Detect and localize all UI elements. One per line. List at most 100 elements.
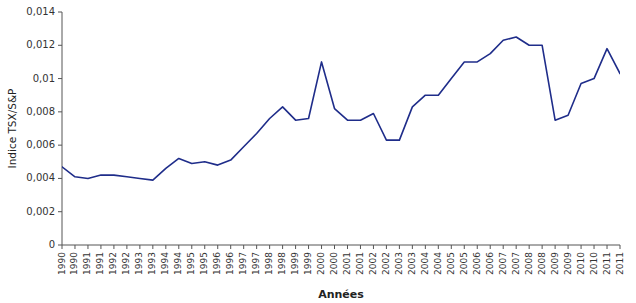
x-tick-label: 1996 xyxy=(225,252,235,275)
x-tick xyxy=(594,245,595,249)
x-tick-label: 1996 xyxy=(212,252,222,275)
x-tick-label: 1999 xyxy=(290,252,300,275)
x-tick xyxy=(295,245,296,249)
y-tick-label: 0,008 xyxy=(26,106,55,117)
x-tick xyxy=(399,245,400,249)
x-tick xyxy=(269,245,270,249)
x-tick xyxy=(282,245,283,249)
x-tick xyxy=(581,245,582,249)
x-tick xyxy=(373,245,374,249)
x-tick xyxy=(152,245,153,249)
x-tick-label: 2005 xyxy=(446,252,456,275)
x-tick xyxy=(139,245,140,249)
y-tick-label: 0,012 xyxy=(26,39,55,50)
x-tick-label: 2000 xyxy=(329,252,339,275)
x-tick-label: 1995 xyxy=(199,252,209,275)
y-tick xyxy=(58,12,62,13)
x-tick-label: 2002 xyxy=(368,252,378,275)
x-tick-label: 1992 xyxy=(108,252,118,275)
y-tick-label: 0,01 xyxy=(33,73,55,84)
y-tick xyxy=(58,245,62,246)
line xyxy=(62,37,620,180)
x-tick xyxy=(334,245,335,249)
x-tick-label: 1998 xyxy=(264,252,274,275)
x-tick-label: 2004 xyxy=(433,252,443,275)
x-tick-label: 2010 xyxy=(576,252,586,275)
x-tick-label: 2008 xyxy=(537,252,547,275)
x-tick-label: 1997 xyxy=(238,252,248,275)
y-axis-title: Indice TSX/S&P xyxy=(6,89,18,169)
x-tick-label: 2007 xyxy=(511,252,521,275)
y-tick xyxy=(58,78,62,79)
x-tick xyxy=(568,245,569,249)
x-tick xyxy=(464,245,465,249)
x-tick xyxy=(477,245,478,249)
x-tick-label: 2009 xyxy=(550,252,560,275)
x-tick xyxy=(490,245,491,249)
x-tick xyxy=(529,245,530,249)
x-axis-title: Années xyxy=(318,288,364,301)
y-tick xyxy=(58,45,62,46)
x-tick-label: 2011 xyxy=(602,252,612,275)
y-tick xyxy=(58,178,62,179)
x-tick-label: 1991 xyxy=(95,252,105,275)
x-tick xyxy=(87,245,88,249)
x-tick xyxy=(360,245,361,249)
y-tick-label: 0,004 xyxy=(26,172,55,183)
x-tick-label: 2009 xyxy=(563,252,573,275)
x-tick xyxy=(386,245,387,249)
x-tick xyxy=(451,245,452,249)
y-tick xyxy=(58,111,62,112)
x-tick xyxy=(165,245,166,249)
x-tick xyxy=(126,245,127,249)
x-tick-label: 1990 xyxy=(69,252,79,275)
x-tick xyxy=(62,245,63,249)
x-tick-label: 1990 xyxy=(57,252,67,275)
x-tick xyxy=(412,245,413,249)
x-tick-label: 2010 xyxy=(589,252,599,275)
x-tick-label: 2004 xyxy=(420,252,430,275)
x-tick-label: 2001 xyxy=(342,252,352,275)
x-tick xyxy=(555,245,556,249)
x-tick-label: 2001 xyxy=(355,252,365,275)
x-tick xyxy=(503,245,504,249)
x-tick-label: 2002 xyxy=(381,252,391,275)
x-tick-label: 1992 xyxy=(121,252,131,275)
x-tick xyxy=(230,245,231,249)
x-tick-label: 1991 xyxy=(82,252,92,275)
x-tick-label: 2008 xyxy=(524,252,534,275)
x-tick-label: 1994 xyxy=(160,252,170,275)
y-tick-label: 0,014 xyxy=(26,6,55,17)
x-tick xyxy=(308,245,309,249)
x-tick-label: 2006 xyxy=(472,252,482,275)
x-tick-label: 2000 xyxy=(316,252,326,275)
x-tick xyxy=(321,245,322,249)
axes: 00,0020,0040,0060,0080,010,0120,01419901… xyxy=(26,6,624,275)
x-tick xyxy=(178,245,179,249)
x-tick-label: 1997 xyxy=(251,252,261,275)
y-axis-line xyxy=(62,12,63,245)
y-tick-label: 0 xyxy=(49,239,55,250)
x-tick xyxy=(620,245,621,249)
x-tick xyxy=(243,245,244,249)
x-tick xyxy=(100,245,101,249)
x-axis-line xyxy=(62,245,620,246)
x-tick-label: 1999 xyxy=(303,252,313,275)
x-tick-label: 2007 xyxy=(498,252,508,275)
x-tick xyxy=(425,245,426,249)
x-tick-label: 1995 xyxy=(186,252,196,275)
x-tick-label: 2003 xyxy=(394,252,404,275)
x-tick xyxy=(607,245,608,249)
x-tick xyxy=(542,245,543,249)
x-tick-label: 1993 xyxy=(134,252,144,275)
x-tick xyxy=(347,245,348,249)
x-tick-label: 1998 xyxy=(277,252,287,275)
x-tick xyxy=(516,245,517,249)
x-tick-label: 2003 xyxy=(407,252,417,275)
x-tick xyxy=(191,245,192,249)
x-tick xyxy=(256,245,257,249)
x-tick-label: 1994 xyxy=(173,252,183,275)
series-group xyxy=(62,37,620,180)
x-tick-label: 2005 xyxy=(459,252,469,275)
x-tick xyxy=(204,245,205,249)
